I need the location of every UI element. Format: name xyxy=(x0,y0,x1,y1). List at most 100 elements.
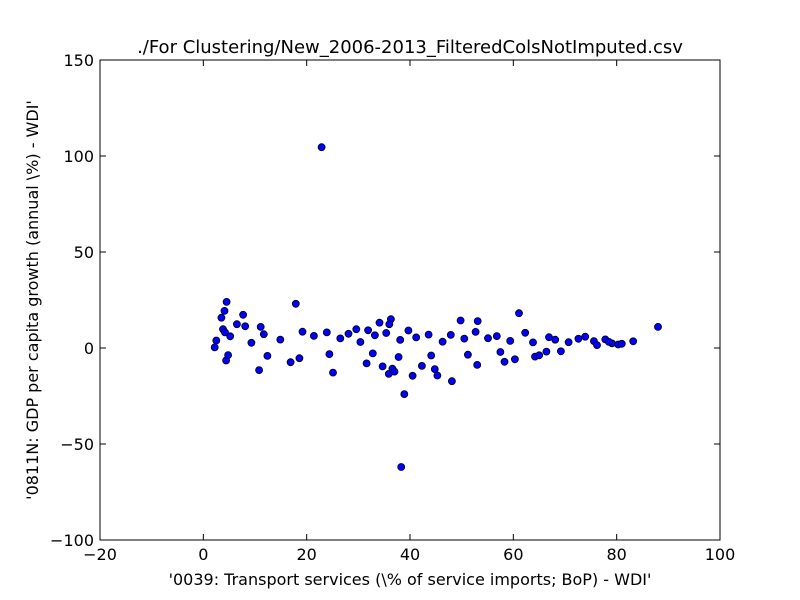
data-point xyxy=(408,371,417,380)
data-point xyxy=(471,327,480,336)
data-point xyxy=(529,338,537,347)
data-point xyxy=(382,329,391,337)
data-point xyxy=(220,306,229,315)
data-point xyxy=(427,351,436,360)
y-tick-label: 100 xyxy=(63,147,94,166)
x-tick-label: 60 xyxy=(503,545,523,564)
data-point xyxy=(446,330,455,339)
data-point xyxy=(515,309,523,318)
data-point xyxy=(385,320,394,329)
data-point xyxy=(212,336,221,345)
data-point xyxy=(263,351,272,360)
y-tick-label: −50 xyxy=(60,435,94,454)
data-point xyxy=(473,360,482,369)
y-axis-label: '0811N: GDP per capita growth (annual \%… xyxy=(23,100,42,500)
data-point xyxy=(564,338,573,347)
data-point xyxy=(329,368,337,377)
data-point xyxy=(581,332,590,341)
data-point xyxy=(456,316,465,325)
x-tick-label: 0 xyxy=(198,545,208,564)
data-point xyxy=(222,297,231,306)
data-point xyxy=(286,358,295,367)
data-point xyxy=(557,347,565,356)
data-point xyxy=(496,348,505,356)
data-point xyxy=(551,335,560,344)
data-point xyxy=(239,310,248,319)
data-point xyxy=(356,338,365,346)
x-tick-label: −20 xyxy=(83,545,117,564)
data-point xyxy=(322,328,331,337)
data-point xyxy=(617,339,626,348)
data-point xyxy=(325,350,334,359)
data-point xyxy=(500,357,509,366)
x-tick-label: 80 xyxy=(606,545,626,564)
data-point xyxy=(506,336,515,345)
data-point xyxy=(336,334,345,343)
data-point xyxy=(375,318,384,327)
data-point xyxy=(492,332,501,341)
data-point xyxy=(344,329,353,338)
data-point xyxy=(473,317,482,326)
y-axis-ticks: −100 −50 0 50 100 150 xyxy=(50,51,720,550)
data-point xyxy=(535,351,544,360)
data-point xyxy=(317,143,326,152)
data-point xyxy=(433,371,442,380)
data-point xyxy=(654,322,662,331)
data-point xyxy=(424,330,433,339)
data-point xyxy=(352,325,361,334)
data-point xyxy=(368,349,377,358)
data-point xyxy=(370,331,379,340)
data-points xyxy=(210,143,662,471)
data-point xyxy=(378,362,387,371)
data-point xyxy=(542,347,551,356)
x-tick-label: 40 xyxy=(400,545,420,564)
data-point xyxy=(404,326,413,335)
data-point xyxy=(390,367,399,376)
data-point xyxy=(397,463,406,471)
y-tick-label: −100 xyxy=(50,531,94,550)
data-point xyxy=(521,328,530,337)
data-point xyxy=(400,390,409,399)
data-point xyxy=(256,322,265,331)
data-point xyxy=(511,355,519,364)
data-point xyxy=(593,341,601,350)
data-point xyxy=(447,377,456,386)
data-point xyxy=(232,320,241,329)
data-point xyxy=(412,333,421,342)
data-point xyxy=(259,330,268,339)
data-point xyxy=(221,328,229,337)
y-tick-label: 150 xyxy=(63,51,94,70)
data-point xyxy=(396,335,405,344)
data-point xyxy=(364,326,373,335)
data-point xyxy=(224,351,233,360)
y-tick-label: 50 xyxy=(74,243,94,262)
data-point xyxy=(226,332,235,341)
data-point xyxy=(463,350,472,359)
data-point xyxy=(362,359,371,368)
data-point xyxy=(460,334,469,343)
x-axis-ticks: −20 0 20 40 60 80 100 xyxy=(83,60,735,564)
y-tick-label: 0 xyxy=(84,339,94,358)
data-point xyxy=(574,334,583,343)
data-point xyxy=(484,334,492,343)
data-point xyxy=(276,335,285,344)
data-point xyxy=(295,354,304,363)
x-tick-label: 100 xyxy=(705,545,736,564)
data-point xyxy=(217,313,226,322)
data-point xyxy=(247,338,256,347)
data-point xyxy=(605,337,613,346)
data-point xyxy=(629,337,638,346)
data-point xyxy=(430,365,439,374)
data-point xyxy=(241,322,250,331)
x-tick-label: 20 xyxy=(296,545,316,564)
data-point xyxy=(438,337,447,346)
data-point xyxy=(210,343,219,352)
data-point xyxy=(298,327,307,336)
data-point xyxy=(291,299,300,308)
data-point xyxy=(309,331,318,340)
data-point xyxy=(417,361,426,370)
x-axis-label: '0039: Transport services (\% of service… xyxy=(169,570,652,589)
data-point xyxy=(255,366,264,375)
data-point xyxy=(394,353,403,361)
